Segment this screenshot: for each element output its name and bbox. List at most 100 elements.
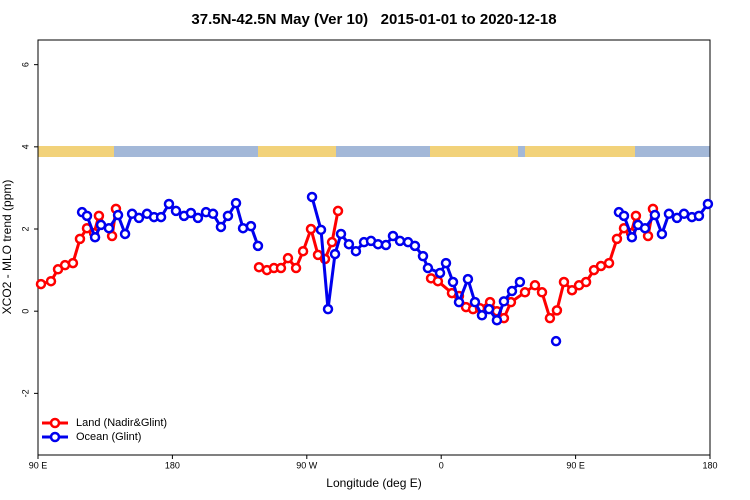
data-point bbox=[409, 240, 421, 252]
data-point bbox=[618, 210, 630, 222]
data-point bbox=[656, 228, 668, 240]
data-point bbox=[380, 239, 392, 251]
data-point bbox=[155, 211, 167, 223]
data-point bbox=[453, 296, 465, 308]
data-point bbox=[322, 303, 334, 315]
x-tick-label: 0 bbox=[439, 460, 444, 470]
chart-title: 37.5N-42.5N May (Ver 10) 2015-01-01 to 2… bbox=[191, 11, 556, 28]
data-point bbox=[119, 228, 131, 240]
data-point bbox=[506, 285, 518, 297]
y-tick-label: 0 bbox=[20, 309, 30, 314]
data-point bbox=[693, 210, 705, 222]
y-tick-label: 4 bbox=[20, 144, 30, 149]
data-point bbox=[519, 287, 531, 298]
data-point bbox=[112, 209, 124, 221]
data-point bbox=[422, 262, 434, 274]
legend-label: Ocean (Glint) bbox=[76, 431, 141, 443]
data-point bbox=[626, 231, 638, 243]
data-point bbox=[290, 262, 302, 274]
data-point bbox=[498, 296, 510, 307]
data-point bbox=[387, 230, 399, 242]
data-point bbox=[432, 275, 444, 287]
data-point bbox=[282, 252, 294, 264]
data-point bbox=[580, 276, 592, 288]
data-point bbox=[417, 250, 429, 262]
x-tick-label: 180 bbox=[165, 460, 180, 470]
data-point bbox=[702, 198, 714, 210]
y-axis-label: XCO2 - MLO trend (ppm) bbox=[0, 180, 14, 315]
data-point bbox=[536, 287, 548, 298]
data-point bbox=[469, 296, 481, 308]
data-point bbox=[462, 273, 474, 285]
data-point bbox=[394, 235, 406, 247]
data-point bbox=[649, 209, 661, 221]
x-tick-label: 90 E bbox=[29, 460, 48, 470]
data-point bbox=[514, 276, 526, 288]
y-tick-label: 2 bbox=[20, 227, 30, 232]
data-point bbox=[595, 260, 607, 272]
data-point bbox=[35, 278, 47, 290]
data-point bbox=[93, 210, 105, 222]
data-point bbox=[74, 233, 86, 245]
data-point bbox=[663, 208, 675, 220]
x-tick-label: 180 bbox=[702, 460, 717, 470]
data-point bbox=[332, 205, 344, 217]
data-point bbox=[89, 231, 101, 243]
data-point bbox=[630, 210, 642, 222]
data-point bbox=[192, 212, 204, 224]
data-point bbox=[476, 310, 488, 321]
data-point bbox=[529, 280, 541, 291]
data-point bbox=[329, 248, 341, 260]
data-point bbox=[245, 220, 257, 232]
data-point bbox=[326, 236, 338, 248]
data-point bbox=[170, 205, 182, 217]
map-strip bbox=[38, 146, 710, 157]
data-point bbox=[483, 303, 495, 315]
data-point bbox=[434, 267, 446, 279]
data-point bbox=[275, 262, 287, 274]
data-point bbox=[335, 228, 347, 240]
data-point bbox=[440, 257, 452, 269]
data-point bbox=[297, 245, 309, 257]
legend-marker bbox=[49, 431, 61, 443]
data-point bbox=[230, 197, 242, 209]
legend: Land (Nadir&Glint) Ocean (Glint) bbox=[42, 417, 167, 443]
plot-frame bbox=[37, 39, 711, 456]
data-point bbox=[603, 257, 615, 269]
data-point bbox=[252, 240, 264, 252]
data-point bbox=[350, 245, 362, 257]
data-point bbox=[315, 224, 327, 236]
data-point bbox=[163, 198, 175, 210]
data-point bbox=[551, 305, 563, 316]
data-point bbox=[81, 210, 93, 222]
data-point bbox=[566, 284, 578, 296]
legend-label: Land (Nadir&Glint) bbox=[76, 417, 167, 429]
data-point bbox=[343, 238, 355, 250]
data-point bbox=[544, 312, 556, 324]
series-line bbox=[40, 208, 655, 320]
data-point bbox=[491, 314, 503, 326]
data-point bbox=[185, 207, 197, 219]
data-point bbox=[305, 223, 317, 235]
y-tick-label: -2 bbox=[20, 389, 30, 397]
y-tick-label: 6 bbox=[20, 62, 30, 67]
data-point bbox=[639, 222, 651, 234]
data-point bbox=[45, 275, 57, 287]
x-axis-label: Longitude (deg E) bbox=[326, 476, 421, 490]
data-point bbox=[558, 276, 570, 288]
data-point bbox=[207, 208, 219, 220]
data-point bbox=[103, 222, 115, 234]
data-point bbox=[67, 257, 79, 269]
data-point bbox=[133, 212, 145, 224]
legend-marker bbox=[49, 417, 61, 429]
data-point bbox=[306, 191, 318, 203]
x-tick-label: 90 W bbox=[296, 460, 318, 470]
data-point bbox=[447, 276, 459, 288]
data-point bbox=[222, 210, 234, 222]
data-point bbox=[550, 335, 562, 347]
x-tick-label: 90 E bbox=[566, 460, 585, 470]
data-point bbox=[215, 221, 227, 233]
data-point bbox=[611, 233, 623, 245]
